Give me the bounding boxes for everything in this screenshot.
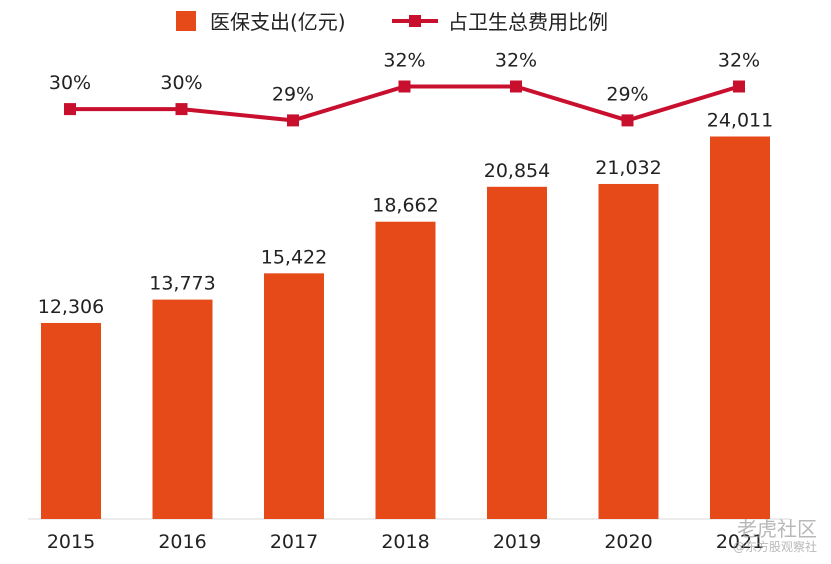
ratio-point-2019 (510, 80, 522, 93)
x-tick-2017: 2017 (270, 531, 318, 553)
legend-line-marker (409, 15, 421, 27)
bar-2015 (41, 322, 101, 519)
bars (41, 136, 770, 520)
x-tick-2015: 2015 (47, 531, 95, 553)
ratio-label-2019: 32% (495, 50, 537, 72)
x-tick-2020: 2020 (604, 531, 652, 553)
ratio-label-2017: 29% (272, 83, 314, 105)
bar-label-2017: 15,422 (261, 246, 327, 268)
watermark: 老虎社区 @东方股观察社 (733, 518, 817, 554)
watermark-main: 老虎社区 (737, 517, 817, 541)
ratio-point-2020 (621, 114, 634, 127)
bar-2018 (375, 221, 436, 519)
ratio-label-2020: 29% (606, 83, 648, 105)
bar-value-labels: 12,306 13,773 15,422 18,662 20,854 21,032 24,0… (38, 110, 773, 318)
bar-label-2020: 21,032 (595, 157, 661, 179)
bar-2017 (264, 273, 324, 519)
legend-bar-swatch (176, 11, 196, 31)
bar-label-2016: 13,773 (149, 273, 215, 295)
ratio-point-2018 (398, 80, 411, 93)
x-tick-2016: 2016 (158, 531, 206, 553)
ratio-label-2015: 30% (49, 72, 91, 94)
bar-label-2019: 20,854 (484, 160, 550, 182)
bar-2021 (710, 136, 770, 520)
ratio-line-series (64, 80, 745, 127)
ratio-point-2016 (175, 103, 188, 116)
legend-line-label: 占卫生总费用比例 (448, 10, 608, 34)
bar-label-2018: 18,662 (372, 195, 438, 217)
ratio-point-2017 (287, 114, 299, 127)
bar-2016 (152, 299, 213, 519)
bar-label-2015: 12,306 (38, 296, 104, 318)
ratio-label-2021: 32% (718, 50, 760, 72)
bar-label-2021: 24,011 (707, 110, 773, 132)
bar-2019 (487, 186, 547, 519)
ratio-label-2016: 30% (160, 72, 202, 94)
legend: 医保支出(亿元) 占卫生总费用比例 (176, 10, 608, 34)
x-tick-2018: 2018 (381, 531, 429, 553)
x-tick-2019: 2019 (493, 531, 541, 553)
ratio-point-2021 (733, 80, 745, 93)
watermark-sub: @东方股观察社 (732, 540, 817, 554)
ratio-label-2018: 32% (383, 50, 425, 72)
x-axis-ticks: 2015 2016 2017 2018 2019 2020 2021 (47, 531, 764, 553)
legend-bar-label: 医保支出(亿元) (210, 10, 346, 34)
ratio-point-2015 (64, 103, 76, 116)
bar-2020 (598, 183, 659, 519)
ratio-value-labels: 30% 30% 29% 32% 32% 29% 32% (49, 50, 760, 106)
x-tick-2021: 2021 (716, 531, 764, 553)
